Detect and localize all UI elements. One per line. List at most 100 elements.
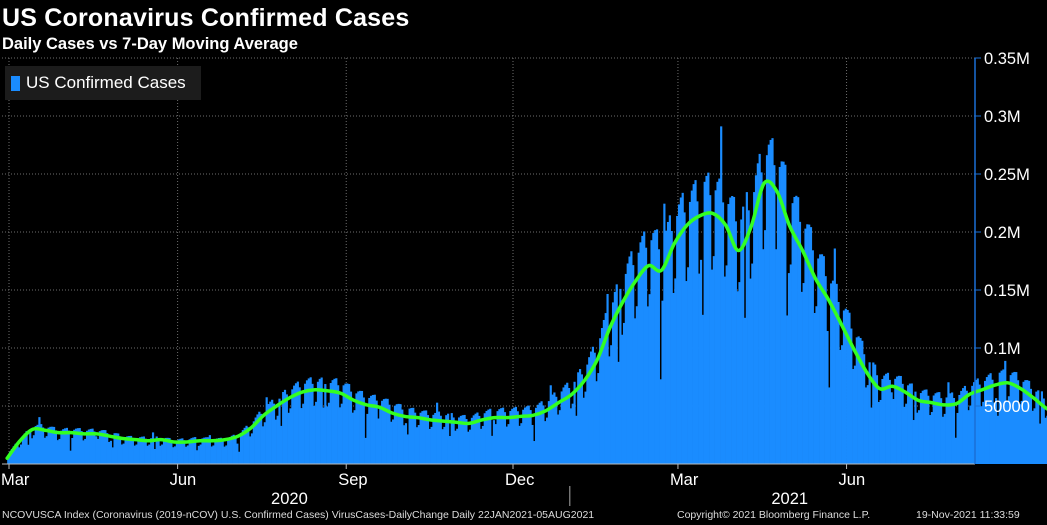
daily-bar — [696, 201, 699, 464]
daily-bar — [452, 417, 455, 464]
daily-bar — [846, 309, 849, 464]
daily-bar — [133, 445, 136, 464]
daily-bar — [360, 390, 364, 464]
daily-bar — [547, 401, 551, 464]
daily-bar — [269, 401, 272, 464]
daily-bar — [368, 397, 371, 464]
daily-bar — [940, 398, 943, 464]
daily-bar — [597, 373, 600, 464]
daily-bar — [932, 395, 935, 464]
daily-bar — [885, 373, 888, 464]
daily-bar — [923, 389, 926, 464]
daily-bar — [507, 424, 510, 464]
daily-bar — [377, 418, 380, 464]
daily-bar — [225, 445, 228, 464]
daily-bar — [764, 230, 767, 464]
daily-bar — [210, 446, 213, 464]
daily-bar — [798, 221, 802, 464]
daily-bar — [875, 375, 879, 464]
daily-bar — [833, 248, 836, 464]
footer-source: NCOVUSCA Index (Coronavirus (2019-nCOV) … — [2, 509, 595, 521]
daily-bar — [84, 438, 87, 464]
daily-bar — [549, 385, 552, 464]
daily-bar — [333, 378, 336, 464]
daily-bar — [698, 273, 701, 464]
daily-bar — [635, 306, 638, 464]
daily-bar — [828, 387, 831, 464]
daily-bar — [216, 438, 219, 464]
daily-bar — [978, 384, 981, 464]
daily-bar — [404, 423, 408, 464]
daily-bar — [855, 337, 858, 464]
daily-bar — [500, 408, 503, 464]
daily-bar — [509, 410, 512, 464]
daily-bar — [161, 444, 164, 464]
daily-bar — [217, 438, 221, 464]
daily-bar — [1022, 381, 1025, 464]
daily-bar — [73, 429, 76, 464]
daily-bar — [271, 399, 274, 464]
daily-bar — [976, 378, 979, 464]
daily-bar — [76, 428, 79, 464]
daily-bar — [868, 362, 871, 464]
daily-bar — [322, 407, 325, 464]
daily-bar — [692, 184, 695, 464]
daily-bar — [256, 414, 259, 464]
daily-bar — [52, 426, 56, 464]
daily-bar — [929, 415, 932, 464]
daily-bar — [181, 438, 184, 464]
y-tick-label: 0.1M — [984, 340, 1021, 358]
daily-bar — [260, 413, 263, 464]
daily-bar — [864, 387, 868, 464]
daily-bar — [34, 426, 37, 464]
axes: 50000 0.1M 0.15M 0.2M 0.25M 0.3M 0.35M Mar Jun Se… — [1, 50, 1030, 508]
daily-bar — [844, 308, 847, 464]
daily-bar — [439, 415, 442, 464]
daily-bar — [775, 249, 778, 464]
daily-bar — [751, 263, 754, 464]
daily-bar — [95, 436, 98, 464]
y-tick-label: 0.25M — [984, 166, 1030, 184]
daily-bar — [555, 396, 558, 464]
daily-bar — [802, 283, 805, 464]
daily-bar — [1042, 398, 1045, 464]
daily-bar — [736, 291, 739, 464]
daily-bar — [639, 242, 642, 464]
daily-bar — [877, 401, 880, 464]
daily-bar — [54, 430, 58, 464]
daily-bar — [615, 284, 618, 464]
daily-bar — [89, 428, 92, 464]
daily-bar — [203, 437, 206, 464]
daily-bar — [685, 281, 688, 464]
daily-bar — [430, 426, 433, 464]
y-tick-label: 0.15M — [984, 282, 1030, 300]
daily-bar — [298, 387, 301, 464]
daily-bar — [756, 163, 759, 464]
daily-bar — [78, 428, 81, 464]
daily-bar — [606, 293, 609, 464]
daily-bar — [45, 436, 48, 464]
daily-bar — [622, 322, 626, 464]
daily-bar — [263, 422, 266, 464]
daily-bar — [393, 405, 397, 464]
daily-bar — [470, 417, 474, 464]
daily-bar — [371, 394, 375, 464]
daily-bar — [666, 221, 670, 464]
daily-bar — [7, 456, 10, 464]
daily-bar — [494, 424, 497, 464]
daily-bar — [822, 256, 825, 464]
daily-bar — [414, 412, 417, 464]
footer-copyright: Copyright© 2021 Bloomberg Finance L.P. — [677, 509, 871, 521]
daily-bar — [1029, 388, 1033, 464]
daily-bar — [820, 254, 824, 464]
daily-bar — [307, 378, 310, 464]
daily-bar — [1033, 408, 1036, 464]
daily-bar — [476, 412, 479, 464]
daily-bar — [1024, 380, 1027, 464]
daily-bar — [952, 397, 956, 464]
daily-bar — [624, 273, 627, 464]
daily-bar — [809, 227, 813, 464]
daily-bar — [184, 446, 188, 464]
daily-bar — [560, 391, 563, 464]
daily-bar — [379, 407, 382, 464]
